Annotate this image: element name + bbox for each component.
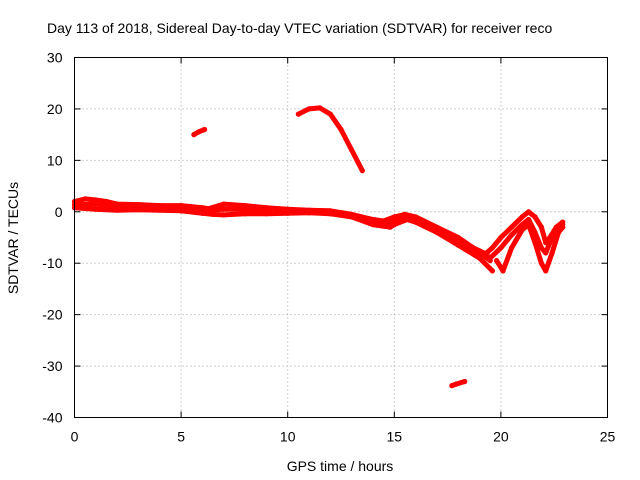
data-point [93, 206, 99, 212]
data-point [526, 222, 532, 228]
data-point [538, 245, 545, 251]
data-point [191, 132, 197, 138]
data-point [306, 209, 312, 215]
data-point [317, 105, 323, 111]
y-tick-label: -10 [42, 255, 62, 271]
data-point [199, 207, 205, 213]
data-point [543, 268, 549, 274]
data-point [285, 208, 291, 214]
data-point [477, 250, 483, 256]
data-point [489, 245, 495, 251]
data-point [532, 240, 538, 246]
data-point [526, 209, 532, 215]
y-tick-label: 10 [47, 152, 63, 168]
data-point [295, 111, 301, 117]
data-point [242, 206, 248, 212]
data-point [82, 196, 88, 202]
data-point [549, 250, 555, 256]
data-point [509, 245, 515, 251]
data-point [498, 245, 504, 251]
data-point [532, 214, 538, 220]
data-point [398, 214, 404, 220]
y-tick-label: -40 [42, 410, 62, 426]
data-point [498, 234, 504, 241]
grid [74, 57, 608, 418]
data-point [494, 258, 500, 264]
data-point [359, 168, 365, 174]
data-point [487, 255, 493, 261]
data-point [455, 239, 461, 245]
data-point [327, 111, 333, 117]
series-main-band-lower [72, 205, 495, 274]
x-tick-label: 25 [600, 429, 616, 445]
data-point [221, 206, 227, 212]
x-tick-label: 15 [387, 429, 403, 445]
data-point [210, 211, 216, 217]
data-point [327, 209, 333, 215]
data-point [538, 260, 545, 266]
data-point [221, 212, 227, 218]
x-axis-label: GPS time / hours [287, 458, 394, 474]
data-point [462, 378, 468, 385]
data-point [519, 214, 525, 220]
series-main-band-mid [72, 201, 493, 264]
data-point [509, 224, 515, 230]
plot-frame [74, 57, 608, 418]
data-point [370, 219, 376, 225]
data-point [349, 147, 355, 153]
axis-ticks: 0 5 10 15 20 25 -40 -30 -20 -10 0 10 20 30 [42, 50, 615, 445]
x-tick-label: 5 [177, 429, 185, 445]
data-point [526, 216, 532, 223]
data-point [560, 224, 566, 230]
x-tick-label: 0 [71, 429, 79, 445]
series-arc [295, 105, 365, 174]
data-point [481, 252, 487, 259]
data-point [242, 211, 248, 217]
data-point [449, 383, 455, 389]
y-tick-label: -30 [42, 358, 62, 374]
data-point [157, 205, 163, 211]
x-tick-label: 10 [280, 429, 296, 445]
y-tick-label: -20 [42, 307, 62, 323]
x-tick-label: 20 [493, 429, 509, 445]
data-point [555, 229, 562, 235]
data-point [519, 227, 525, 233]
data-point [385, 221, 391, 227]
data-point [195, 129, 201, 135]
data-point [413, 217, 419, 223]
data-point [509, 232, 515, 238]
data-point [349, 213, 355, 219]
data-point [114, 204, 120, 210]
data-point [93, 197, 99, 203]
data-point [434, 227, 440, 233]
data-point [543, 250, 549, 256]
data-point [500, 268, 506, 274]
data-point [135, 204, 142, 210]
y-tick-label: 30 [47, 50, 63, 66]
data-point [338, 126, 344, 133]
data-point [221, 201, 227, 207]
y-axis-label: SDTVAR / TECUs [5, 182, 21, 294]
data-point [306, 106, 312, 112]
data-point [263, 208, 269, 214]
chart-title: Day 113 of 2018, Sidereal Day-to-day VTE… [47, 20, 552, 36]
y-tick-label: 20 [47, 101, 63, 117]
data-point [453, 381, 459, 387]
data-point [489, 268, 495, 274]
data-series [71, 105, 566, 389]
data-point [202, 126, 208, 133]
data-point [93, 201, 99, 207]
data-point [549, 234, 555, 241]
y-tick-label: 0 [55, 204, 63, 220]
data-point [538, 224, 545, 230]
data-point [178, 205, 184, 211]
